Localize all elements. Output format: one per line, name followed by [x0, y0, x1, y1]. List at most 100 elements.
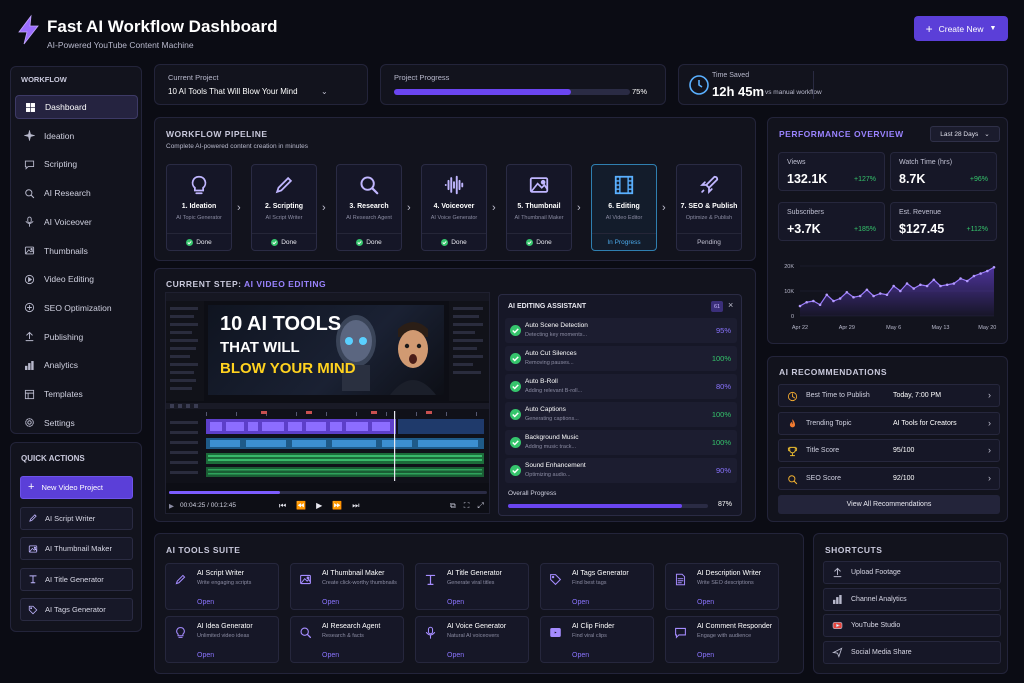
- step-status: In Progress: [592, 233, 656, 250]
- seo-icon: [24, 302, 35, 313]
- tool-name: AI Research Agent: [322, 623, 381, 630]
- tool-open-link[interactable]: Open: [322, 652, 340, 659]
- step-status: Done: [252, 233, 316, 250]
- play-small-icon[interactable]: ▶: [169, 503, 174, 510]
- shortcut-channel-analytics[interactable]: Channel Analytics: [823, 587, 1001, 611]
- sidebar-item-ai-research[interactable]: AI Research: [15, 181, 138, 205]
- tool-open-link[interactable]: Open: [572, 599, 590, 606]
- sidebar-item-scripting[interactable]: Scripting: [15, 152, 138, 176]
- tool-card[interactable]: AI Title Generator Generate viral titles…: [415, 563, 529, 610]
- sidebar-item-settings[interactable]: Settings: [15, 411, 138, 435]
- timeline[interactable]: [166, 403, 489, 483]
- fast-forward-icon[interactable]: ⏩: [332, 501, 343, 510]
- pipeline-step[interactable]: 3. Research AI Research Agent Done: [336, 164, 402, 251]
- skip-start-icon[interactable]: ⏮: [279, 501, 287, 510]
- waveform-icon: [443, 174, 465, 196]
- sidebar-item-seo-optimization[interactable]: SEO Optimization: [15, 296, 138, 320]
- tool-card[interactable]: AI Thumbnail Maker Create click-worthy t…: [290, 563, 404, 610]
- tool-card[interactable]: AI Script Writer Write engaging scripts …: [165, 563, 279, 610]
- app-title: Fast AI Workflow Dashboard: [47, 17, 278, 36]
- area-fill: [800, 267, 994, 316]
- pipeline-step[interactable]: 1. Ideation AI Topic Generator Done: [166, 164, 232, 251]
- sidebar-item-analytics[interactable]: Analytics: [15, 353, 138, 377]
- tool-open-link[interactable]: Open: [572, 652, 590, 659]
- play-icon[interactable]: ▶: [316, 501, 323, 510]
- rewind-icon[interactable]: ⏪: [296, 501, 307, 510]
- close-icon[interactable]: ×: [728, 300, 734, 310]
- quick-action-ai-thumbnail-maker[interactable]: AI Thumbnail Maker: [20, 537, 133, 560]
- tool-card[interactable]: AI Tags Generator Find best tags Open: [540, 563, 654, 610]
- tool-card[interactable]: AI Description Writer Write SEO descript…: [665, 563, 779, 610]
- shortcut-youtube-studio[interactable]: YouTube Studio: [823, 614, 1001, 637]
- tool-subtitle: Generate viral titles: [447, 580, 495, 586]
- data-point: [825, 293, 829, 297]
- assistant-task[interactable]: Background Music Adding music track... 1…: [505, 430, 737, 455]
- tool-name: AI Thumbnail Maker: [322, 570, 385, 577]
- playback-track[interactable]: [169, 491, 487, 494]
- sidebar-item-thumbnails[interactable]: Thumbnails: [15, 239, 138, 263]
- pipeline-step[interactable]: 2. Scripting AI Script Writer Done: [251, 164, 317, 251]
- assistant-task[interactable]: Auto B-Roll Adding relevant B-roll... 80…: [505, 374, 737, 399]
- quick-action-new-video-project[interactable]: + New Video Project: [20, 476, 133, 499]
- tool-subtitle: Engage with audience: [697, 633, 752, 639]
- sidebar-item-dashboard[interactable]: Dashboard: [15, 95, 138, 119]
- pipeline-step[interactable]: 6. Editing AI Video Editor In Progress: [591, 164, 657, 251]
- tool-subtitle: Unlimited video ideas: [197, 633, 250, 639]
- assistant-badge: 61: [711, 301, 723, 312]
- tool-open-link[interactable]: Open: [447, 652, 465, 659]
- recommendation-item[interactable]: SEO Score 92/100 ›: [778, 466, 1000, 490]
- pipeline-step[interactable]: 7. SEO & Publish Optimize & Publish Pend…: [676, 164, 742, 251]
- fullscreen-icon[interactable]: ⛶: [463, 501, 470, 510]
- step-subtitle: AI Video Editor: [605, 215, 643, 221]
- stat-card: Watch Time (hrs) 8.7K +96%: [890, 152, 997, 191]
- sidebar-item-video-editing[interactable]: Video Editing: [15, 267, 138, 291]
- step-subtitle: AI Thumbnail Maker: [514, 215, 564, 221]
- quick-action-ai-tags-generator[interactable]: AI Tags Generator: [20, 598, 133, 621]
- tool-card[interactable]: AI Comment Responder Engage with audienc…: [665, 616, 779, 663]
- assistant-task[interactable]: Auto Captions Generating captions... 100…: [505, 402, 737, 427]
- pipeline-step[interactable]: 5. Thumbnail AI Thumbnail Maker Done: [506, 164, 572, 251]
- assistant-task[interactable]: Auto Scene Detection Detecting key momen…: [505, 318, 737, 343]
- recommendation-item[interactable]: Best Time to Publish Today, 7:00 PM ›: [778, 384, 1000, 407]
- video-preview[interactable]: 10 AI TOOLS THAT WILL BLOW YOUR MIND: [208, 305, 444, 395]
- recommendation-item[interactable]: Trending Topic AI Tools for Creators ›: [778, 411, 1000, 435]
- recommendation-item[interactable]: Title Score 95/100 ›: [778, 439, 1000, 462]
- assistant-task[interactable]: Auto Cut Silences Removing pauses... 100…: [505, 346, 737, 371]
- shortcut-upload-footage[interactable]: Upload Footage: [823, 561, 1001, 584]
- assistant-task[interactable]: Sound Enhancement Optimizing audio... 90…: [505, 458, 737, 483]
- tool-open-link[interactable]: Open: [697, 599, 715, 606]
- quick-action-ai-script-writer[interactable]: AI Script Writer: [20, 506, 133, 530]
- tool-open-link[interactable]: Open: [197, 652, 215, 659]
- date-range-select[interactable]: Last 28 Days ⌄: [930, 126, 1000, 142]
- pipeline-step[interactable]: 4. Voiceover AI Voice Generator Done: [421, 164, 487, 251]
- tool-open-link[interactable]: Open: [197, 599, 215, 606]
- tool-name: AI Tags Generator: [572, 570, 629, 577]
- sidebar-item-label: Scripting: [44, 159, 78, 170]
- tool-open-link[interactable]: Open: [697, 652, 715, 659]
- sidebar-item-templates[interactable]: Templates: [15, 382, 138, 406]
- tool-open-link[interactable]: Open: [447, 599, 465, 606]
- tool-card[interactable]: AI Idea Generator Unlimited video ideas …: [165, 616, 279, 663]
- project-progress-label: Project Progress: [394, 73, 450, 82]
- create-new-button[interactable]: + Create New ▼: [914, 16, 1008, 41]
- video-editor[interactable]: 10 AI TOOLS THAT WILL BLOW YOUR MIND: [165, 292, 490, 514]
- quick-actions-heading: QUICK ACTIONS: [21, 454, 85, 463]
- sidebar-item-ai-voiceover[interactable]: AI Voiceover: [15, 210, 138, 234]
- sidebar-item-publishing[interactable]: Publishing: [15, 325, 138, 349]
- view-all-recommendations-button[interactable]: View All Recommendations: [778, 495, 1000, 514]
- tool-card[interactable]: AI Clip Finder Find viral clips Open: [540, 616, 654, 663]
- tool-name: AI Voice Generator: [447, 623, 507, 630]
- sidebar-item-ideation[interactable]: Ideation: [15, 124, 138, 148]
- tool-card[interactable]: AI Research Agent Research & facts Open: [290, 616, 404, 663]
- shortcut-social-media-share[interactable]: Social Media Share: [823, 640, 1001, 664]
- current-project-card[interactable]: Current Project 10 AI Tools That Will Bl…: [154, 64, 368, 105]
- expand-icon[interactable]: ⤢: [477, 501, 484, 510]
- quick-action-ai-title-generator[interactable]: AI Title Generator: [20, 567, 133, 591]
- tool-open-link[interactable]: Open: [322, 599, 340, 606]
- tool-card[interactable]: AI Voice Generator Natural AI voiceovers…: [415, 616, 529, 663]
- crop-icon[interactable]: ⧉: [450, 501, 456, 510]
- recommendation-value: Today, 7:00 PM: [893, 392, 942, 399]
- search-icon: [358, 174, 380, 196]
- skip-end-icon[interactable]: ⏭: [352, 501, 360, 510]
- template-icon: [24, 389, 35, 400]
